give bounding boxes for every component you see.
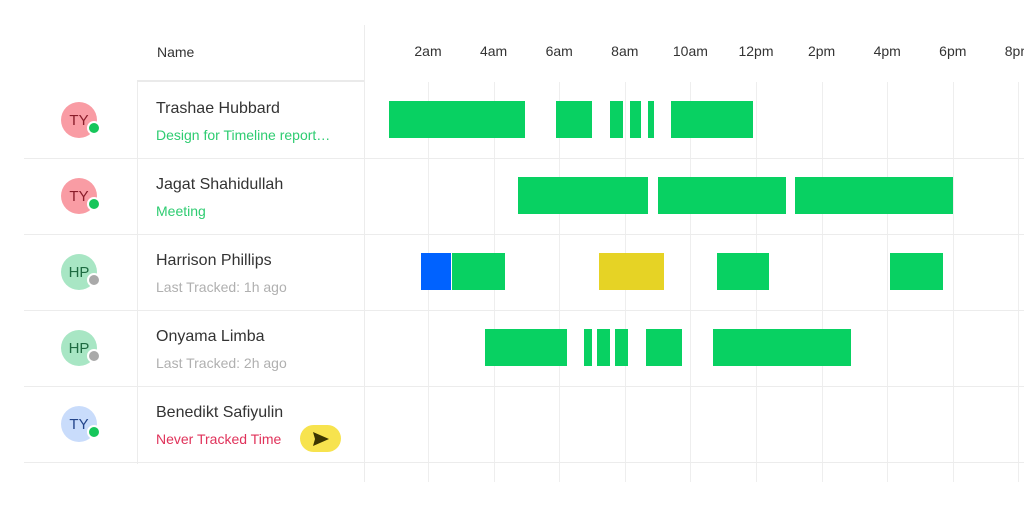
divider [137, 82, 138, 464]
time-entry-bar[interactable] [518, 177, 648, 214]
time-entry-bar[interactable] [485, 329, 568, 366]
time-entry-bar[interactable] [596, 329, 611, 366]
presence-indicator [87, 425, 101, 439]
row-divider [24, 310, 1024, 311]
divider [137, 80, 364, 82]
user-name: Trashae Hubbard [156, 100, 280, 117]
table-row[interactable]: TY Benedikt Safiyulin Never Tracked Time [0, 386, 1024, 462]
time-label: 4am [479, 43, 508, 59]
time-entry-bar[interactable] [388, 101, 525, 138]
time-entry-bar[interactable] [670, 101, 753, 138]
divider [364, 25, 365, 482]
send-icon [312, 431, 329, 446]
presence-indicator [87, 273, 101, 287]
avatar: TY [61, 178, 101, 214]
grid-line [1018, 82, 1020, 482]
time-entry-bar[interactable] [716, 253, 770, 290]
time-entry-bar[interactable] [795, 177, 953, 214]
user-status: Last Tracked: 1h ago [156, 279, 287, 295]
user-status: Last Tracked: 2h ago [156, 355, 287, 371]
time-label: 6am [545, 43, 573, 59]
time-label: 2am [414, 43, 442, 59]
user-status: Design for Timeline report… [156, 127, 331, 143]
avatar-initials: TY [69, 111, 89, 129]
user-name: Harrison Phillips [156, 252, 272, 269]
presence-indicator [87, 121, 101, 135]
user-status: Meeting [156, 203, 206, 219]
avatar-initials: HP [68, 263, 90, 281]
avatar-initials: TY [69, 415, 89, 433]
time-entry-bar[interactable] [555, 101, 592, 138]
grid-line [559, 82, 561, 482]
grid-line [690, 82, 692, 482]
time-entry-bar[interactable] [583, 329, 592, 366]
row-divider [24, 158, 1024, 159]
user-name: Onyama Limba [156, 328, 265, 345]
time-label: 8pm [1004, 43, 1024, 59]
table-row[interactable]: HP Harrison Phillips Last Tracked: 1h ago [0, 234, 1024, 310]
send-reminder-button[interactable] [300, 425, 341, 452]
table-row[interactable]: TY Trashae Hubbard Design for Timeline rep… [0, 82, 1024, 158]
time-label: 8am [611, 43, 639, 59]
grid-line [952, 82, 954, 482]
time-label: 12pm [738, 43, 774, 59]
time-entry-bar[interactable] [647, 101, 655, 138]
row-divider [24, 386, 1024, 387]
avatar: TY [61, 102, 101, 138]
time-label: 4pm [873, 43, 901, 59]
name-column-header: Name [157, 44, 195, 60]
avatar-initials: TY [69, 187, 89, 205]
grid-line [887, 82, 889, 482]
avatar: HP [61, 254, 101, 290]
row-divider [24, 234, 1024, 235]
presence-indicator [87, 197, 101, 211]
time-label: 6pm [939, 43, 967, 59]
time-entry-bar[interactable] [451, 253, 506, 290]
avatar: HP [61, 330, 101, 366]
grid-line [821, 82, 823, 482]
time-label: 10am [672, 43, 708, 59]
time-entry-bar[interactable] [598, 253, 665, 290]
time-entry-bar[interactable] [713, 329, 852, 366]
user-name: Jagat Shahidullah [156, 176, 284, 193]
time-entry-bar[interactable] [646, 329, 683, 366]
time-entry-bar[interactable] [421, 253, 451, 290]
table-row[interactable]: TY Jagat Shahidullah Meeting [0, 158, 1024, 234]
user-status: Never Tracked Time [156, 431, 282, 447]
table-row[interactable]: HP Onyama Limba Last Tracked: 2h ago [0, 310, 1024, 386]
avatar-initials: HP [68, 339, 90, 357]
user-name: Benedikt Safiyulin [156, 404, 284, 421]
time-entry-bar[interactable] [629, 101, 642, 138]
time-entry-bar[interactable] [614, 329, 629, 366]
avatar: TY [61, 406, 101, 442]
time-entry-bar[interactable] [657, 177, 786, 214]
time-label: 2pm [807, 43, 836, 59]
row-divider [24, 462, 1024, 463]
time-entry-bar[interactable] [610, 101, 624, 138]
presence-indicator [87, 349, 101, 363]
time-entry-bar[interactable] [890, 253, 943, 290]
